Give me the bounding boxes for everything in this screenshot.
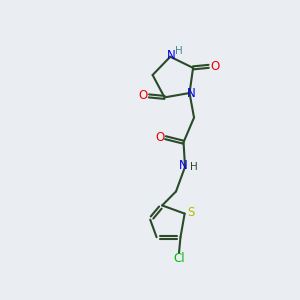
Text: H: H xyxy=(190,162,197,172)
Text: N: N xyxy=(167,49,176,62)
Text: H: H xyxy=(176,46,183,56)
Text: Cl: Cl xyxy=(173,252,185,265)
Text: S: S xyxy=(188,206,195,219)
Text: N: N xyxy=(179,159,188,172)
Text: N: N xyxy=(187,86,195,100)
Text: O: O xyxy=(155,131,164,144)
Text: O: O xyxy=(210,60,219,73)
Text: O: O xyxy=(138,89,148,102)
